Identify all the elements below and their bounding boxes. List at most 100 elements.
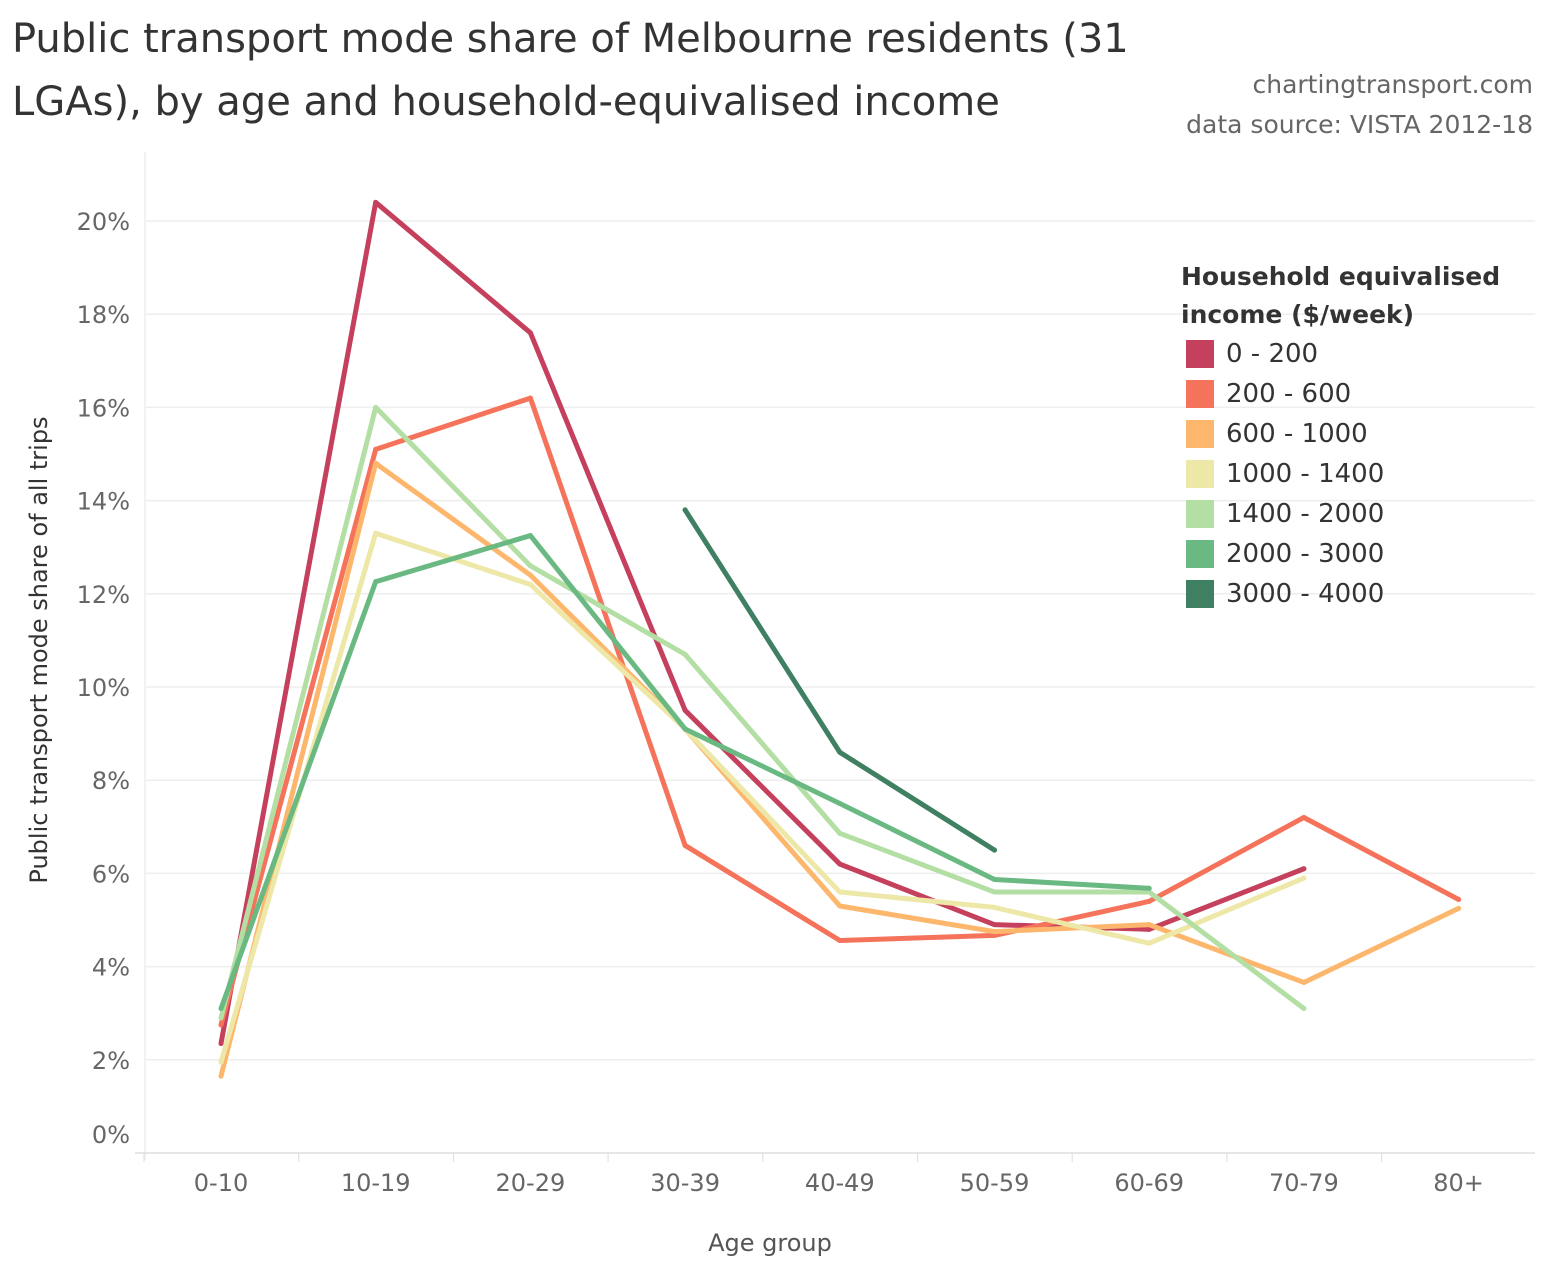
y-tick-label: 4%	[92, 954, 130, 982]
series-line-2000-3000	[218, 533, 1152, 1012]
legend-title: Household equivalised income ($/week)	[1181, 262, 1501, 329]
data-point	[218, 1006, 224, 1012]
y-tick-label: 20%	[77, 208, 130, 236]
data-point	[527, 533, 533, 539]
data-point	[1146, 898, 1152, 904]
data-point	[527, 330, 533, 336]
y-tick-label: 18%	[77, 301, 130, 329]
data-point	[682, 842, 688, 848]
data-point	[992, 876, 997, 882]
series-line-1000-1400	[218, 530, 1307, 1065]
y-tick-label: 12%	[77, 581, 130, 609]
data-point	[527, 563, 533, 569]
data-point	[1146, 922, 1152, 928]
x-tick-label: 50-59	[960, 1169, 1030, 1197]
y-tick-label: 8%	[92, 767, 130, 795]
data-point	[1301, 866, 1307, 872]
data-point	[527, 572, 533, 578]
legend-swatch	[1186, 420, 1214, 448]
data-point	[1301, 1006, 1307, 1012]
x-tick-label: 40-49	[805, 1169, 875, 1197]
legend-item[interactable]: 1400 - 2000	[1181, 494, 1501, 534]
data-point	[837, 938, 843, 944]
legend-label: 1000 - 1400	[1226, 459, 1385, 489]
data-point	[373, 199, 379, 205]
legend-label: 600 - 1000	[1226, 419, 1368, 449]
data-point	[682, 651, 688, 657]
data-point	[682, 726, 688, 732]
legend-label: 1400 - 2000	[1226, 499, 1385, 529]
legend-swatch	[1186, 460, 1214, 488]
series-line-3000-4000	[682, 507, 997, 853]
y-tick-label: 14%	[77, 488, 130, 516]
x-tick-label: 80+	[1433, 1169, 1484, 1197]
x-tick-label: 10-19	[341, 1169, 411, 1197]
legend-label: 0 - 200	[1226, 339, 1319, 369]
data-point	[1146, 940, 1152, 946]
legend: Household equivalised income ($/week) 0 …	[1181, 258, 1501, 614]
x-tick-label: 60-69	[1114, 1169, 1184, 1197]
data-point	[1146, 885, 1152, 891]
legend-item[interactable]: 2000 - 3000	[1181, 534, 1501, 574]
data-point	[837, 749, 843, 755]
credit: chartingtransport.com	[1252, 70, 1533, 99]
data-point	[373, 460, 379, 466]
data-source: data source: VISTA 2012-18	[1186, 110, 1533, 139]
series-line-1400-2000	[218, 404, 1307, 1021]
data-point	[992, 847, 997, 853]
data-point	[992, 929, 997, 935]
x-tick-label: 20-29	[496, 1169, 566, 1197]
data-point	[373, 579, 379, 585]
data-point	[1146, 926, 1152, 932]
y-tick-label: 10%	[77, 674, 130, 702]
y-tick-label: 2%	[92, 1047, 130, 1075]
x-tick-label: 0-10	[194, 1169, 248, 1197]
data-point	[992, 904, 997, 910]
legend-item[interactable]: 600 - 1000	[1181, 414, 1501, 454]
legend-label: 2000 - 3000	[1226, 539, 1385, 569]
data-point	[837, 903, 843, 909]
data-point	[218, 1022, 224, 1028]
data-point	[992, 932, 997, 938]
legend-swatch	[1186, 500, 1214, 528]
y-tick-label: 6%	[92, 860, 130, 888]
x-tick-label: 70-79	[1269, 1169, 1339, 1197]
data-point	[218, 1073, 224, 1079]
data-point	[1301, 814, 1307, 820]
data-point	[1456, 905, 1462, 911]
y-axis-label: Public transport mode share of all trips	[25, 416, 53, 883]
data-point	[1456, 896, 1462, 902]
data-point	[1301, 979, 1307, 985]
legend-label: 200 - 600	[1226, 379, 1352, 409]
legend-item[interactable]: 1000 - 1400	[1181, 454, 1501, 494]
data-point	[373, 530, 379, 536]
data-point	[218, 1040, 224, 1046]
legend-swatch	[1186, 340, 1214, 368]
data-point	[837, 889, 843, 895]
data-point	[373, 446, 379, 452]
data-point	[527, 581, 533, 587]
legend-item[interactable]: 200 - 600	[1181, 374, 1501, 414]
y-tick-label: 0%	[92, 1121, 130, 1149]
data-point	[373, 404, 379, 410]
data-point	[837, 861, 843, 867]
legend-item[interactable]: 3000 - 4000	[1181, 574, 1501, 614]
data-point	[682, 707, 688, 713]
data-point	[218, 1015, 224, 1021]
data-point	[1301, 875, 1307, 881]
y-tick-label: 16%	[77, 394, 130, 422]
series-line-0-200	[218, 199, 1307, 1046]
legend-item[interactable]: 0 - 200	[1181, 334, 1501, 374]
data-point	[682, 507, 688, 513]
x-axis-label: Age group	[708, 1229, 832, 1257]
legend-swatch	[1186, 540, 1214, 568]
legend-label: 3000 - 4000	[1226, 579, 1385, 609]
legend-swatch	[1186, 580, 1214, 608]
data-point	[992, 922, 997, 928]
data-point	[527, 395, 533, 401]
x-tick-label: 30-39	[650, 1169, 720, 1197]
data-point	[1146, 889, 1152, 895]
legend-swatch	[1186, 380, 1214, 408]
